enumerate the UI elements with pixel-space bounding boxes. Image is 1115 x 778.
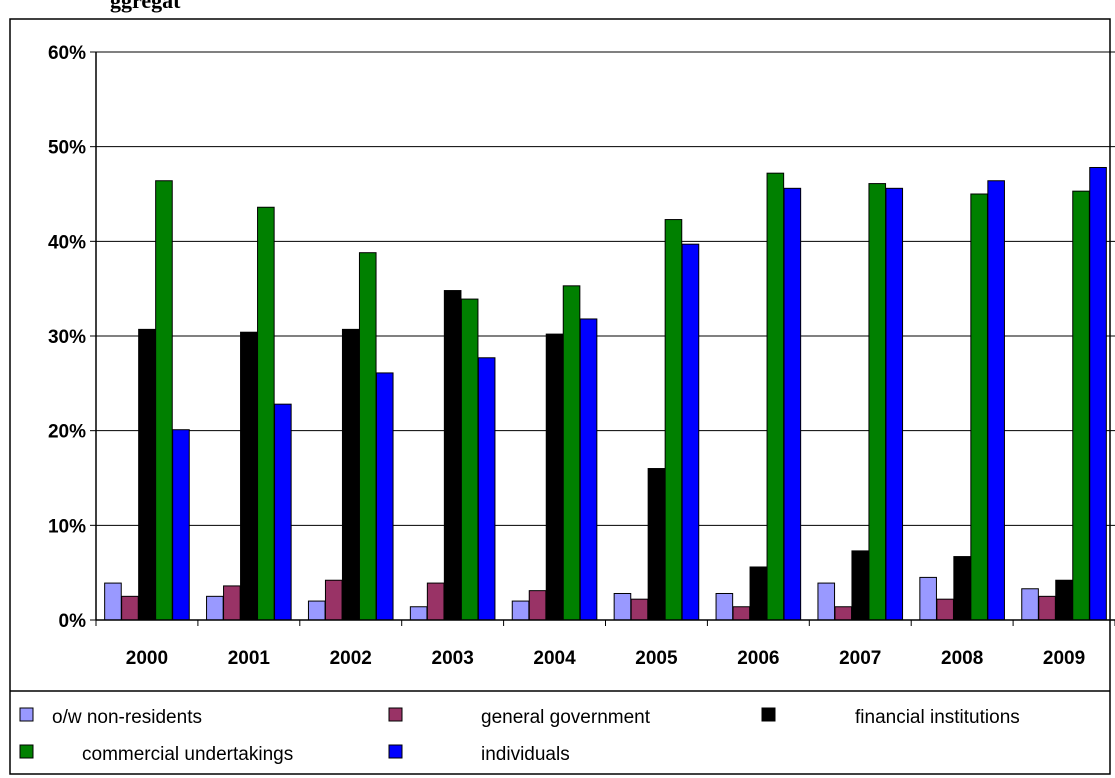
bar — [206, 595, 224, 621]
y-tick-label: 20% — [48, 422, 86, 443]
bar — [579, 318, 598, 621]
bar — [274, 403, 292, 621]
bar — [953, 556, 971, 621]
x-tick-label: 2008 — [941, 648, 983, 669]
y-tick-label: 50% — [48, 138, 86, 159]
bar — [121, 595, 139, 621]
y-tick-label: 0% — [59, 611, 87, 632]
bar — [970, 193, 988, 621]
x-tick-label: 2006 — [737, 648, 779, 669]
legend: o/w non-residents general government finan… — [19, 707, 1020, 765]
bar — [1038, 595, 1056, 621]
bar — [460, 298, 479, 621]
legend-label: o/w non-residents — [52, 707, 202, 728]
bar — [375, 372, 394, 621]
bars — [104, 166, 1107, 621]
legend-swatch — [19, 744, 34, 759]
bar — [868, 183, 887, 621]
bar — [987, 180, 1005, 621]
bar — [138, 328, 156, 621]
bar — [664, 219, 683, 621]
bar — [681, 243, 700, 621]
x-tick-label: 2005 — [635, 648, 678, 669]
page-title-fragment: ggregat — [110, 0, 181, 13]
legend-swatch — [761, 707, 776, 722]
bar — [834, 606, 853, 621]
bar — [647, 468, 666, 621]
bar — [358, 252, 377, 621]
y-tick-label: 30% — [48, 327, 86, 348]
y-tick-label: 60% — [48, 43, 86, 64]
y-tick-label: 40% — [48, 232, 86, 253]
legend-swatch — [388, 707, 403, 722]
bar — [919, 576, 937, 621]
legend-label: financial institutions — [855, 707, 1020, 728]
bar — [324, 579, 343, 621]
bar — [630, 598, 649, 621]
legend-label: individuals — [481, 744, 570, 765]
bar — [851, 550, 870, 621]
bar — [562, 285, 581, 621]
bar — [1072, 190, 1090, 621]
x-tick-label: 2004 — [533, 648, 576, 669]
bar — [1055, 579, 1073, 621]
legend-label: general government — [481, 707, 651, 728]
bar — [936, 598, 954, 621]
bar — [528, 590, 547, 621]
bar — [885, 187, 904, 621]
bar — [409, 606, 428, 621]
bar — [477, 357, 496, 621]
bar — [511, 600, 530, 621]
bar — [749, 566, 768, 621]
x-tick-label: 2007 — [839, 648, 881, 669]
x-tick-label: 2000 — [126, 648, 168, 669]
bar — [613, 592, 632, 621]
bar — [426, 582, 445, 621]
bar — [1021, 588, 1039, 621]
bar — [783, 187, 802, 621]
bar — [155, 180, 173, 621]
bar — [257, 206, 275, 621]
legend-label: commercial undertakings — [82, 744, 293, 765]
x-tick-label: 2002 — [330, 648, 372, 669]
x-tick-label: 2003 — [432, 648, 474, 669]
bar — [240, 331, 258, 621]
y-tick-label: 10% — [48, 516, 86, 537]
bar — [1089, 166, 1107, 621]
bar — [766, 172, 785, 621]
bar — [223, 585, 241, 621]
x-tick-label: 2001 — [228, 648, 271, 669]
bar — [545, 333, 564, 621]
bar — [443, 290, 462, 621]
legend-swatch — [388, 744, 403, 759]
bar — [715, 592, 734, 621]
legend-swatch — [19, 707, 34, 722]
bar — [817, 582, 836, 621]
bar — [172, 429, 190, 621]
bar — [307, 600, 326, 621]
axes: 0% 10% 20% 30% 40% 50% 60% 2000 2001 2002 2003 2004… — [48, 43, 1115, 669]
bar — [104, 582, 122, 621]
bar — [732, 606, 751, 621]
x-tick-label: 2009 — [1043, 648, 1085, 669]
bar — [341, 328, 360, 621]
